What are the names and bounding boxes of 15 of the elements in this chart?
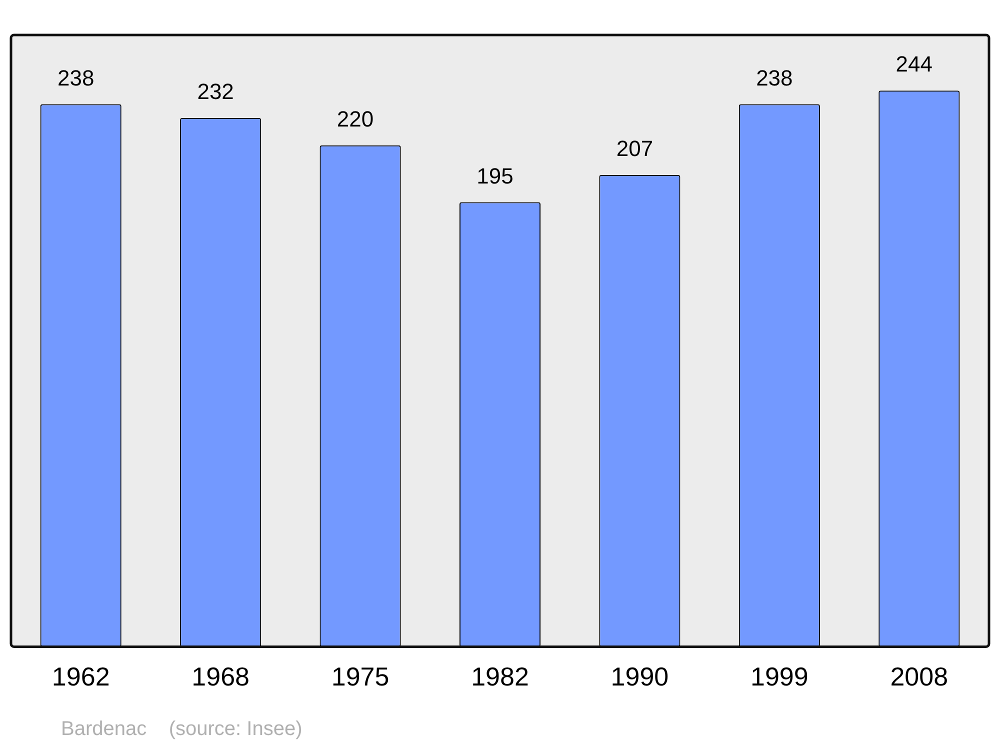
x-tick-label: 1990 — [610, 662, 669, 692]
x-tick-label: 2008 — [890, 662, 948, 692]
data-label: 244 — [896, 52, 932, 77]
text: Bardenac (source: Insee) — [61, 718, 302, 741]
data-label: 207 — [616, 136, 654, 162]
data-label: 195 — [476, 163, 514, 188]
data-label: 238 — [756, 65, 793, 90]
x-tick-label: 1968 — [192, 662, 250, 692]
x-tick-label: 1975 — [331, 662, 390, 692]
data-label: 220 — [336, 106, 374, 132]
x-tick-label: 1962 — [52, 662, 110, 692]
data-label: 238 — [58, 65, 94, 90]
x-tick-label: 1999 — [750, 662, 808, 692]
data-label: 232 — [197, 79, 234, 104]
x-tick-label: 1982 — [471, 662, 529, 692]
